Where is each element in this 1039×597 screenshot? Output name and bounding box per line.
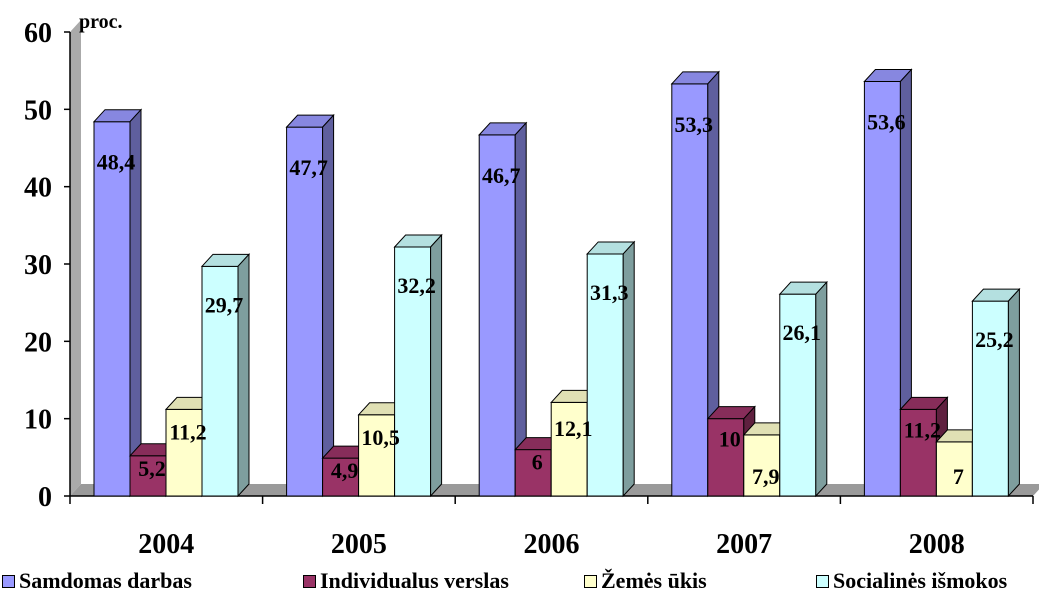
bar-front — [478, 134, 516, 497]
bar-front — [286, 126, 324, 497]
x-axis: 2004 2005 2006 2007 2008 — [69, 495, 1034, 560]
legend-item-zemes: Žemės ūkis — [584, 568, 707, 594]
legend-swatch — [303, 574, 316, 588]
legend-label: Individualus verslas — [320, 568, 509, 593]
y-axis: 0 10 20 30 40 50 60 — [24, 18, 71, 513]
legend-swatch — [2, 574, 15, 588]
data-label: 53,3 — [675, 112, 714, 137]
bar-front — [129, 455, 167, 497]
data-label: 25,2 — [975, 327, 1014, 352]
bar-side — [622, 240, 635, 498]
bar-front — [201, 265, 239, 497]
legend-label: Socialinės išmokos — [833, 568, 1008, 593]
bar-side — [237, 253, 250, 498]
chart: 0 10 20 30 40 50 60 proc. 2004 2005 2006 2007 2008… — [24, 11, 1039, 560]
y-tick-label: 0 — [38, 482, 52, 513]
data-label: 29,7 — [205, 292, 244, 317]
data-label: 10,5 — [361, 425, 400, 450]
data-label: 5,2 — [138, 456, 166, 481]
bar-front — [550, 401, 588, 497]
bar-side — [815, 280, 828, 498]
data-label: 53,6 — [867, 109, 906, 134]
data-label: 26,1 — [783, 320, 822, 345]
data-label: 7,9 — [752, 464, 780, 489]
data-label: 6 — [532, 450, 543, 475]
legend-item-samdomas: Samdomas darbas — [2, 568, 192, 594]
legend-swatch — [816, 574, 829, 588]
x-tick-label: 2007 — [716, 529, 772, 560]
data-label: 11,2 — [904, 417, 941, 442]
y-tick-label: 10 — [24, 405, 52, 436]
bar — [200, 253, 251, 498]
legend-item-socialines: Socialinės išmokos — [816, 568, 1007, 594]
bar — [778, 280, 828, 498]
bar — [478, 121, 528, 498]
data-label: 7 — [953, 464, 964, 489]
y-tick-label: 20 — [24, 327, 52, 358]
bar-front — [93, 121, 131, 497]
bar-front — [671, 83, 709, 497]
bar-front — [779, 293, 817, 497]
y-axis-label: proc. — [79, 11, 123, 33]
bar-side — [1007, 287, 1020, 498]
data-label: 4,9 — [331, 458, 359, 483]
y-tick-label: 40 — [24, 173, 52, 204]
data-label: 46,7 — [482, 163, 521, 188]
side-wall — [70, 20, 81, 496]
x-tick-label: 2005 — [331, 529, 387, 560]
legend-label: Žemės ūkis — [601, 568, 707, 593]
bars — [92, 68, 1021, 498]
x-tick-label: 2006 — [524, 529, 580, 560]
legend-label: Samdomas darbas — [19, 568, 192, 593]
x-tick-label: 2008 — [909, 529, 965, 560]
data-label: 10 — [719, 427, 741, 452]
y-tick-label: 30 — [24, 250, 52, 281]
bar-front — [394, 246, 432, 497]
data-label: 32,2 — [397, 273, 436, 298]
legend-swatch — [584, 574, 597, 588]
bar-front — [358, 414, 396, 497]
legend: Samdomas darbas Individualus verslas Žem… — [0, 568, 1039, 597]
data-label: 12,1 — [554, 416, 593, 441]
y-tick-label: 60 — [24, 18, 52, 49]
bar-front — [863, 80, 901, 497]
legend-item-individualus: Individualus verslas — [303, 568, 509, 594]
bar — [971, 287, 1021, 498]
bar — [393, 233, 443, 498]
data-label: 48,4 — [97, 150, 136, 175]
bar — [285, 113, 335, 498]
bar-front — [165, 408, 203, 497]
bar-side — [430, 233, 443, 498]
y-tick-label: 50 — [24, 95, 52, 126]
data-label: 31,3 — [590, 280, 629, 305]
x-tick-label: 2004 — [138, 529, 194, 560]
data-labels: 48,45,211,229,747,74,910,532,246,7612,13… — [97, 109, 1014, 489]
bar-front — [586, 253, 624, 497]
bar — [92, 108, 143, 498]
data-label: 47,7 — [289, 155, 328, 180]
data-label: 11,2 — [169, 419, 206, 444]
bar — [586, 240, 636, 498]
